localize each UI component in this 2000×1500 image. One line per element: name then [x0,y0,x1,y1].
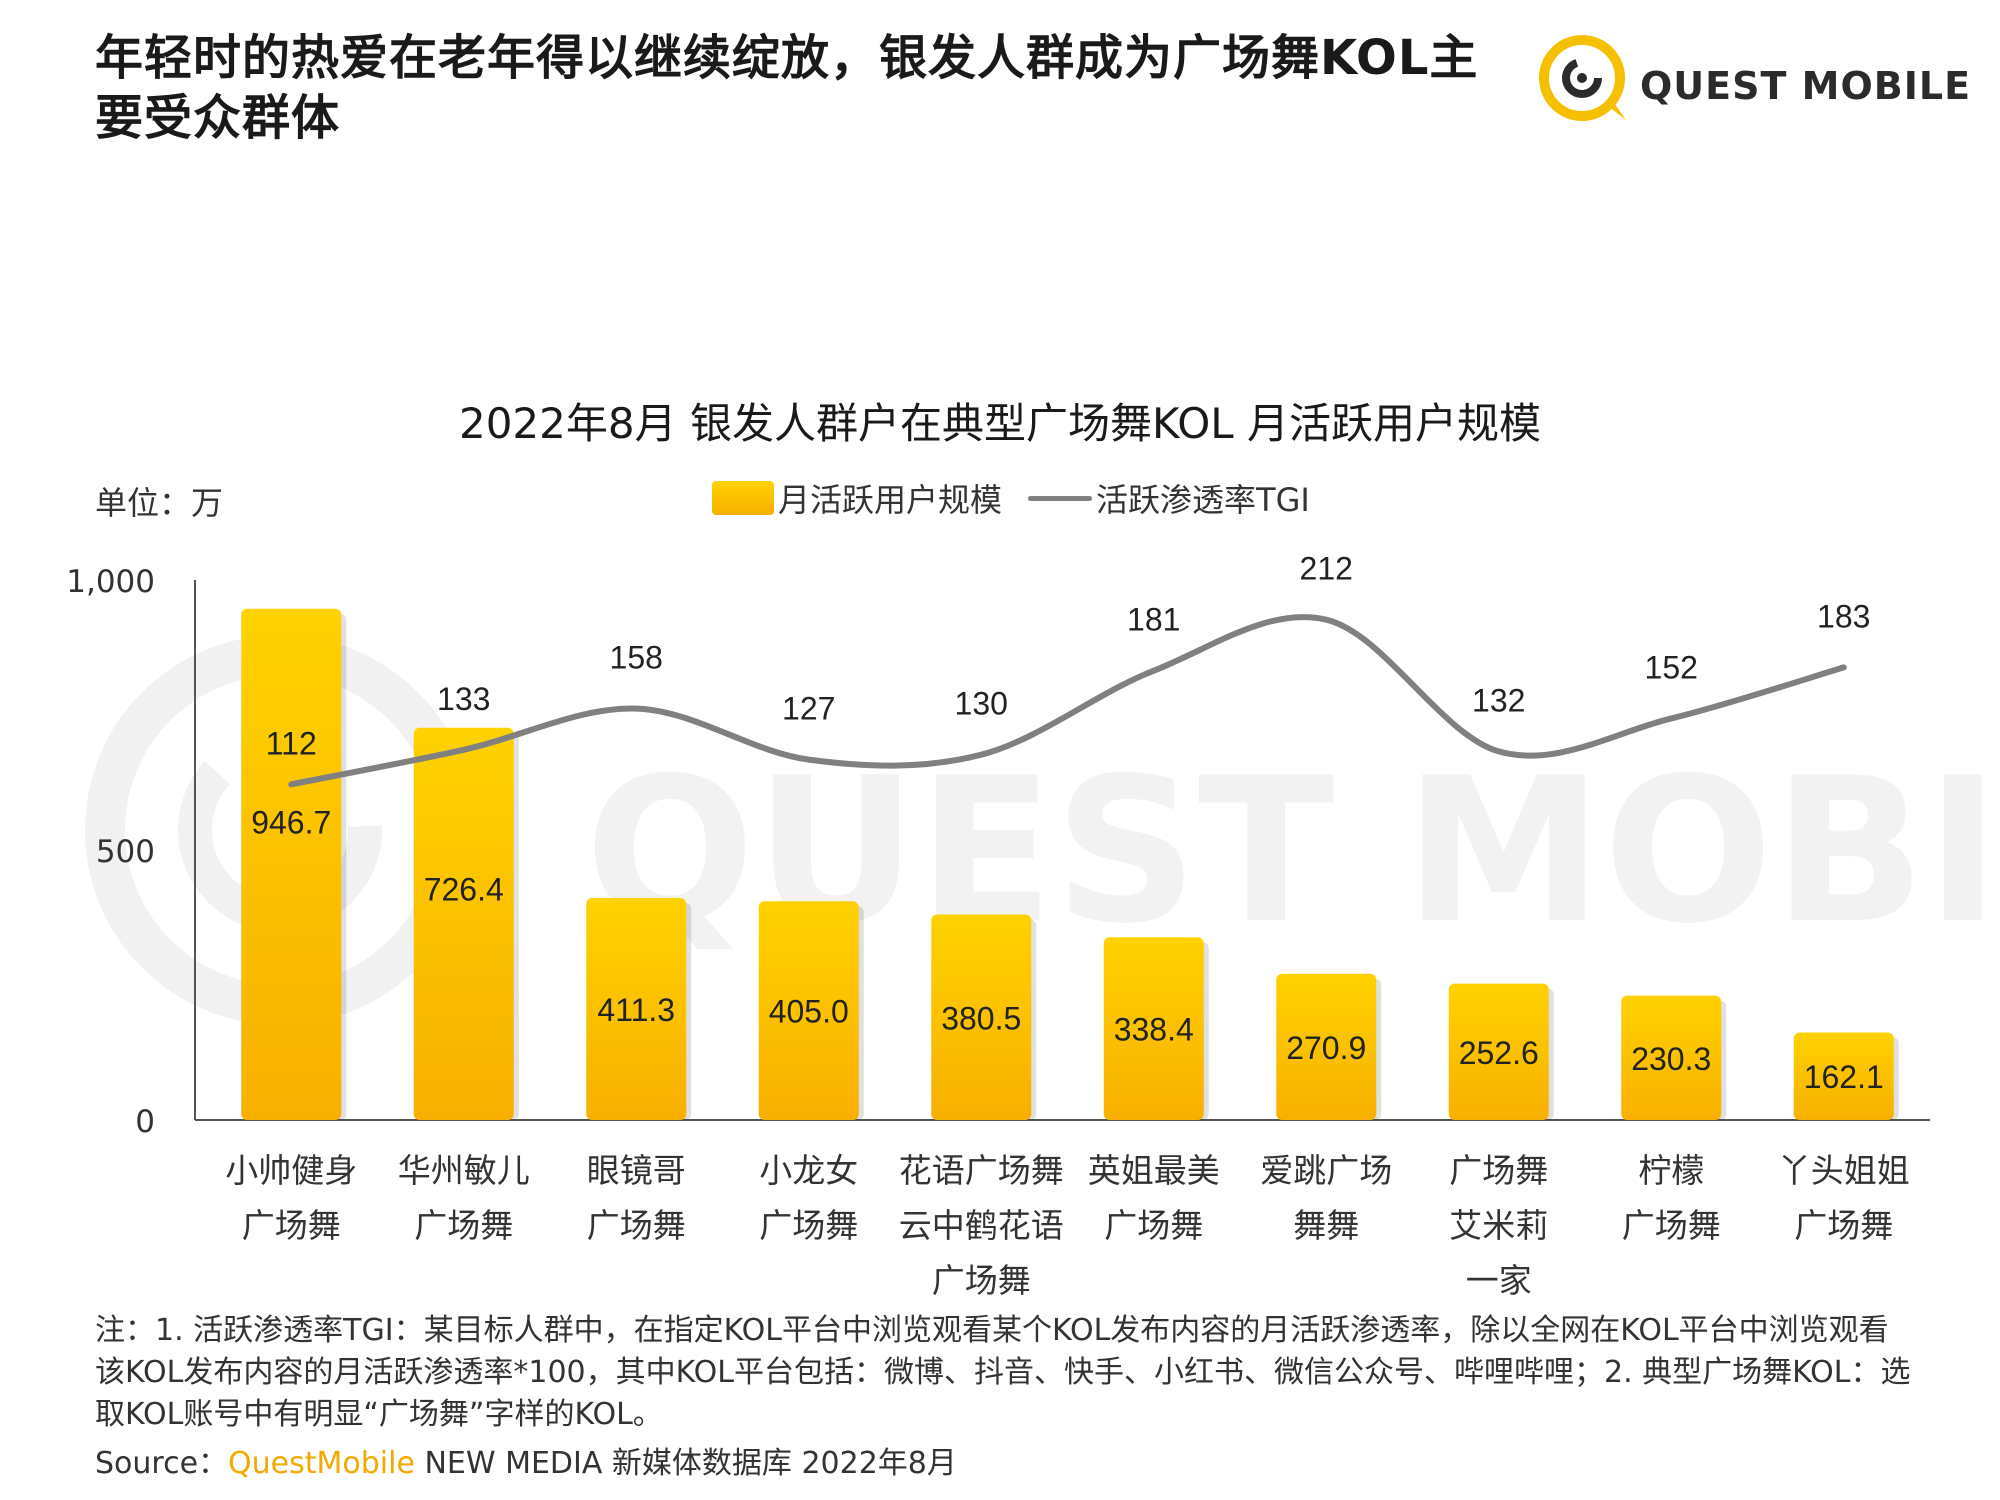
bar-value-label: 946.7 [251,805,331,841]
source-brand: QuestMobile [228,1446,415,1481]
source-line: Source：QuestMobile NEW MEDIA 新媒体数据库 2022… [95,1438,957,1482]
bar [1448,983,1549,1120]
bar [241,608,342,1120]
tgi-value-label: 132 [1472,682,1525,718]
tgi-value-label: 183 [1817,598,1870,634]
x-category-label: 广场舞 [1622,1206,1721,1245]
x-category-label: 广场舞 [414,1206,513,1245]
tgi-value-label: 181 [1127,602,1180,638]
quest-mobile-logo-icon [1539,35,1626,121]
tgi-value-label: 112 [266,725,317,761]
x-category-label: 广场舞 [242,1206,341,1245]
bar-value-label: 270.9 [1286,1030,1366,1066]
x-category-label: 广场舞 [587,1206,686,1245]
legend-bar-swatch [712,481,774,515]
bar [586,897,687,1120]
y-tick-label: 0 [135,1104,155,1140]
bar-value-label: 230.3 [1631,1041,1711,1077]
x-category-label: 花语广场舞 [899,1151,1064,1190]
bar-value-label: 252.6 [1459,1035,1539,1071]
bar-value-label: 380.5 [941,1000,1021,1036]
bar-value-label: 162.1 [1804,1059,1884,1095]
x-category-label: 艾米莉 [1449,1206,1548,1245]
x-category-label: 一家 [1466,1261,1532,1300]
x-category-label: 广场舞 [1104,1206,1203,1245]
unit-label: 单位：万 [95,484,224,522]
x-category-label: 英姐最美 [1088,1151,1220,1190]
x-category-label: 丫头姐姐 [1778,1151,1910,1190]
tgi-value-label: 133 [437,681,490,717]
x-category-label: 云中鹤花语 [899,1206,1064,1245]
tgi-value-label: 152 [1645,649,1698,685]
x-category-label: 爱跳广场 [1260,1151,1392,1190]
tgi-value-label: 158 [610,640,663,676]
x-category-label: 华州敏儿 [398,1151,530,1190]
x-category-label: 广场舞 [1449,1151,1548,1190]
x-category-label: 眼镜哥 [587,1151,686,1190]
bar [1276,973,1377,1120]
x-category-label: 舞舞 [1293,1206,1359,1245]
bar [1793,1032,1894,1120]
logo-text: QUEST MOBILE [1640,64,1972,108]
bar [931,914,1032,1120]
x-category-label: 广场舞 [1794,1206,1893,1245]
source-suffix: NEW MEDIA 新媒体数据库 2022年8月 [414,1446,957,1481]
x-category-label: 广场舞 [932,1261,1031,1300]
x-category-label: 小龙女 [759,1151,858,1190]
tgi-value-label: 130 [955,686,1008,722]
chart-legend: 月活跃用户规模 活跃渗透率TGI [712,475,1310,521]
bar-value-label: 726.4 [424,871,504,907]
tgi-value-label: 127 [782,691,835,727]
page-title: 年轻时的热爱在老年得以继续绽放，银发人群成为广场舞KOL主要受众群体 [95,30,1479,146]
bar-value-label: 411.3 [597,992,675,1028]
logo: QUEST MOBILE [1530,28,1970,128]
bar-value-label: 338.4 [1114,1012,1194,1048]
legend-line-swatch [1028,495,1093,501]
x-category-label: 小帅健身 [225,1151,357,1190]
bar [758,901,859,1120]
footnote: 注：1. 活跃渗透率TGI：某目标人群中，在指定KOL平台中浏览观看某个KOL发… [95,1313,1911,1432]
legend-bar-label: 月活跃用户规模 [778,481,1003,519]
x-category-label: 柠檬 [1638,1151,1704,1190]
source-prefix: Source： [95,1446,229,1481]
chart-title: 2022年8月 银发人群户在典型广场舞KOL 月活跃用户规模 [458,399,1541,448]
tgi-value-label: 212 [1300,551,1353,587]
bar [1103,937,1204,1120]
x-category-label: 广场舞 [759,1206,858,1245]
bar-value-label: 405.0 [769,994,849,1030]
y-tick-label: 1,000 [66,564,155,600]
y-tick-label: 500 [96,834,155,870]
tgi-line [288,614,1847,788]
legend-line-label: 活跃渗透率TGI [1096,481,1310,519]
bar [1621,995,1722,1120]
bar [413,727,514,1120]
